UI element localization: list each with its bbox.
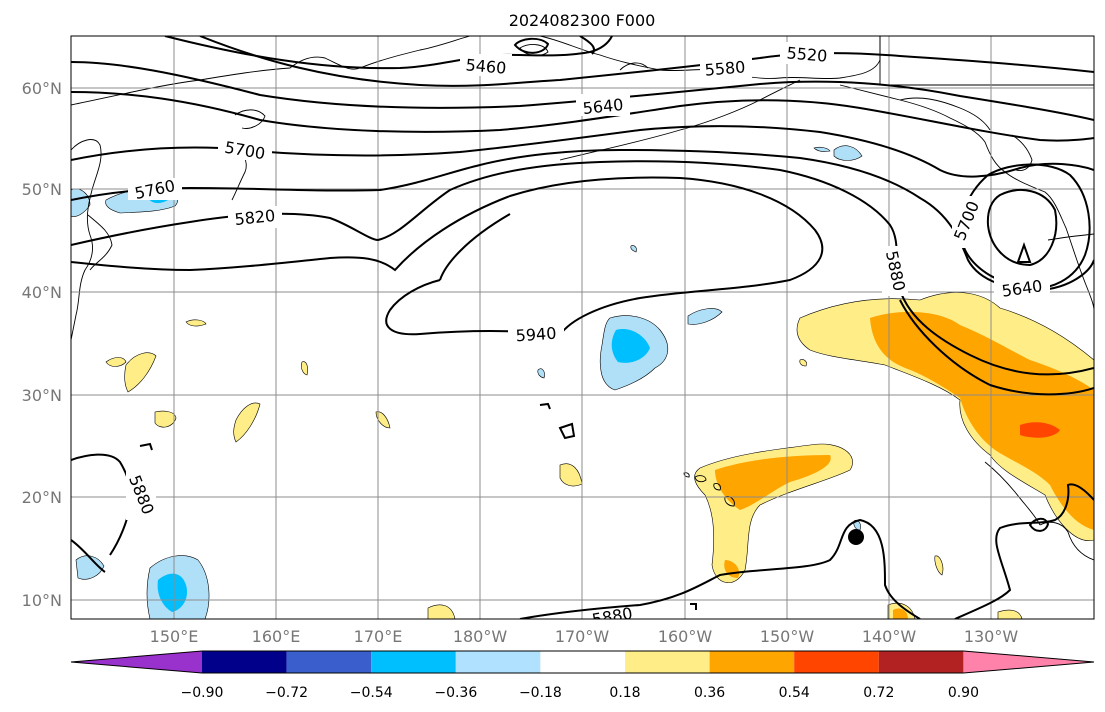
map-frame (70, 35, 1095, 620)
colorbar-label: −0.18 (519, 685, 562, 701)
colorbar-label: 0.54 (779, 685, 810, 701)
lon-tick-label: 150°E (150, 627, 199, 646)
colorbar-segment (202, 651, 287, 673)
contour-label: 5640 (582, 95, 624, 118)
lon-tick-label: 130°W (964, 627, 1019, 646)
map-panel: 5460 5520 5580 5640 5700 5760 5820 5880 … (71, 36, 1094, 619)
lon-tick-label: 160°E (252, 627, 301, 646)
lat-tick-label: 60°N (22, 79, 62, 98)
map-title: 2024082300 F000 (509, 11, 656, 30)
lon-tick-label: 170°W (555, 627, 610, 646)
longitude-ticks: 150°E 160°E 170°E 180°W 170°W 160°W 150°… (150, 627, 1019, 646)
colorbar-segment (625, 651, 710, 673)
contour-label: 5580 (704, 57, 746, 79)
lon-tick-label: 150°W (760, 627, 815, 646)
contour-label: 5460 (465, 55, 507, 77)
lon-tick-label: 170°E (354, 627, 403, 646)
contour-label: 5520 (786, 43, 828, 65)
lat-tick-label: 40°N (22, 283, 62, 302)
colorbar: −0.90 −0.72 −0.54 −0.36 −0.18 0.18 0.36 … (70, 650, 1095, 701)
contour-label: 5940 (515, 324, 557, 346)
lat-tick-label: 10°N (22, 591, 62, 610)
colorbar-label: 0.18 (609, 685, 640, 701)
height-contours (71, 36, 1094, 619)
lon-tick-label: 180°W (453, 627, 508, 646)
lat-tick-label: 50°N (22, 180, 62, 199)
station-marker (848, 529, 864, 545)
colorbar-label: −0.54 (350, 685, 393, 701)
colorbar-outline (70, 650, 1095, 674)
colorbar-segment (794, 651, 879, 673)
colorbar-segment (455, 651, 541, 673)
colorbar-label: −0.90 (181, 685, 224, 701)
lat-tick-label: 20°N (22, 488, 62, 507)
contour-label-layer: 5460 5520 5580 5640 5700 5760 5820 5880 … (125, 42, 1050, 619)
colorbar-segment (371, 651, 456, 673)
colorbar-label: 0.36 (694, 685, 725, 701)
colorbar-segment (71, 651, 202, 673)
colorbar-segment (286, 651, 372, 673)
colorbar-segment (540, 651, 625, 673)
lon-tick-label: 160°W (658, 627, 713, 646)
lat-tick-label: 30°N (22, 386, 62, 405)
graticule (71, 36, 1094, 619)
colorbar-label: −0.36 (434, 685, 477, 701)
latitude-ticks: 60°N 50°N 40°N 30°N 20°N 10°N (22, 79, 62, 610)
contour-label: 5820 (234, 206, 276, 229)
colorbar-label: 0.72 (863, 685, 894, 701)
colorbar-segment (878, 651, 964, 673)
colorbar-segment (963, 651, 1094, 673)
colorbar-label: −0.72 (265, 685, 308, 701)
colorbar-label: 0.90 (948, 685, 979, 701)
colorbar-segment (709, 651, 795, 673)
lon-tick-label: 140°W (862, 627, 917, 646)
